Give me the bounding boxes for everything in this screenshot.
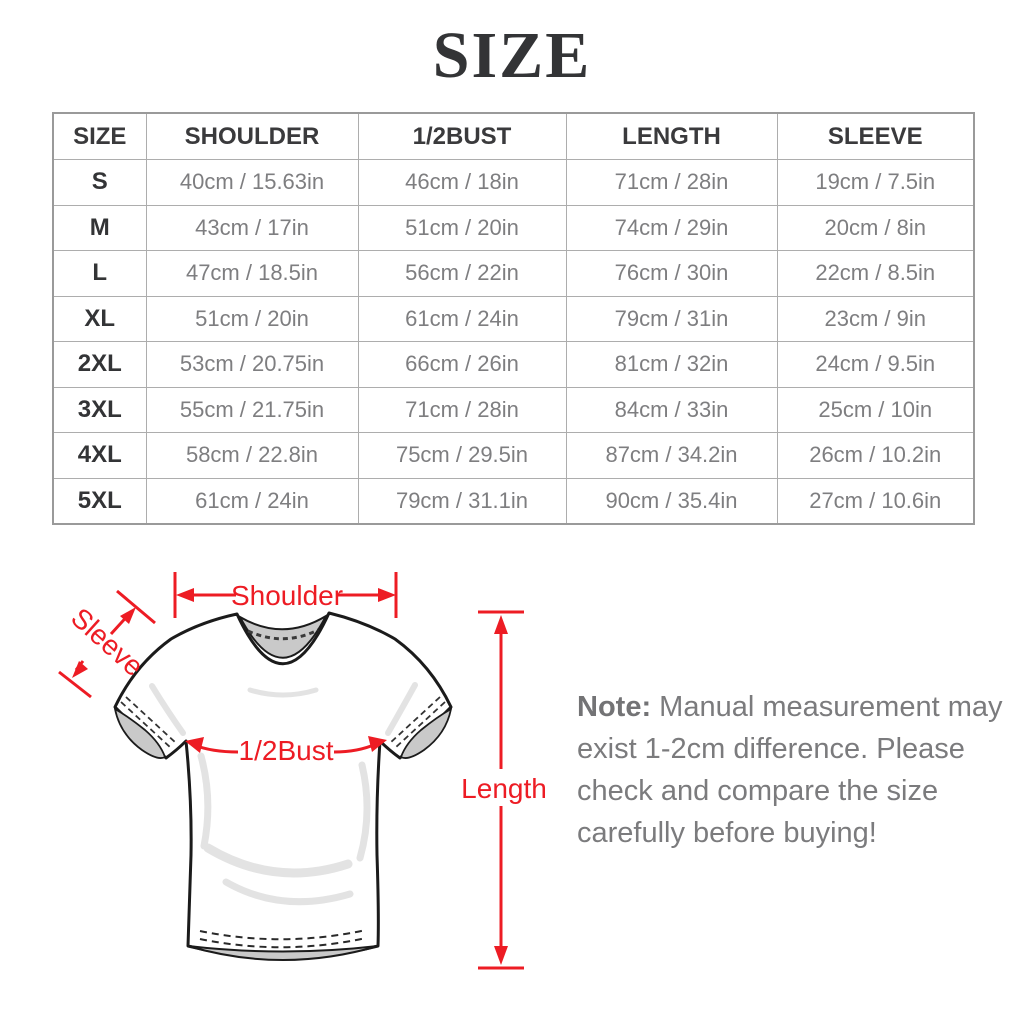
measurement-cell: 61cm / 24in [357, 295, 567, 342]
column-header: 1/2BUST [357, 112, 567, 160]
measurement-cell: 56cm / 22in [357, 250, 567, 297]
bust-annotation: 1/2Bust [185, 735, 387, 766]
column-header: SHOULDER [145, 112, 359, 160]
length-label: Length [461, 773, 547, 804]
left-cuff-stitch-1 [120, 701, 172, 749]
measurement-cell: 47cm / 18.5in [145, 250, 359, 297]
measurement-cell: 20cm / 8in [776, 204, 975, 251]
measurement-cell: 40cm / 15.63in [145, 159, 359, 206]
bottom-hem [187, 945, 379, 961]
size-chart-table: SIZE SHOULDER 1/2BUST LENGTH SLEEVE S 40cm / … [52, 112, 975, 525]
measurement-cell: 51cm / 20in [357, 204, 567, 251]
table-row: 4XL 58cm / 22.8in 75cm / 29.5in 87cm / 34.2… [52, 432, 975, 479]
measurement-cell: 53cm / 20.75in [145, 341, 359, 388]
note-line: carefully before buying! [577, 817, 877, 849]
measurement-cell: 25cm / 10in [776, 386, 975, 433]
page-title: SIZE [432, 19, 592, 92]
note-label: Note: [577, 691, 652, 723]
table-row: 2XL 53cm / 20.75in 66cm / 26in 81cm / 32in 2… [52, 341, 975, 388]
measurement-cell: 23cm / 9in [776, 295, 975, 342]
measurement-cell: 24cm / 9.5in [776, 341, 975, 388]
column-header: LENGTH [565, 112, 778, 160]
measurement-cell: 71cm / 28in [565, 159, 778, 206]
measurement-cell: 27cm / 10.6in [776, 477, 975, 525]
column-header: SLEEVE [776, 112, 975, 160]
right-cuff-stitch-2 [389, 696, 441, 744]
measurement-cell: 76cm / 30in [565, 250, 778, 297]
size-label-cell: M [52, 204, 147, 251]
measurement-cell: 79cm / 31.1in [357, 477, 567, 525]
shoulder-annotation: Shoulder [173, 572, 398, 618]
size-label-cell: 2XL [52, 341, 147, 388]
measurement-cell: 55cm / 21.75in [145, 386, 359, 433]
table-row: L 47cm / 18.5in 56cm / 22in 76cm / 30in 22cm… [52, 250, 975, 297]
note-line-text: Manual measurement may [659, 691, 1003, 723]
measurement-cell: 79cm / 31in [565, 295, 778, 342]
measurement-cell: 61cm / 24in [145, 477, 359, 525]
size-label-cell: L [52, 250, 147, 297]
measurement-cell: 26cm / 10.2in [776, 432, 975, 479]
hem-stitch-2 [199, 937, 367, 949]
fabric-wrinkles [149, 682, 418, 906]
measurement-cell: 87cm / 34.2in [565, 432, 778, 479]
measurement-cell: 75cm / 29.5in [357, 432, 567, 479]
note-line: Note: Manual measurement may [577, 686, 1003, 728]
measurement-cell: 74cm / 29in [565, 204, 778, 251]
measurement-cell: 90cm / 35.4in [565, 477, 778, 525]
measurement-cell: 43cm / 17in [145, 204, 359, 251]
right-cuff-stitch-1 [394, 701, 446, 749]
table-row: M 43cm / 17in 51cm / 20in 74cm / 29in 20cm /… [52, 204, 975, 251]
measurement-cell: 81cm / 32in [565, 341, 778, 388]
bust-label: 1/2Bust [239, 735, 334, 766]
size-label-cell: S [52, 159, 147, 206]
tshirt-illustration [113, 611, 453, 961]
measurement-cell: 19cm / 7.5in [776, 159, 975, 206]
table-row: XL 51cm / 20in 61cm / 24in 79cm / 31in 23cm … [52, 295, 975, 342]
measurement-cell: 46cm / 18in [357, 159, 567, 206]
left-cuff-stitch-2 [125, 696, 177, 744]
measurement-cell: 66cm / 26in [357, 341, 567, 388]
column-header: SIZE [52, 112, 147, 160]
collar-inner [237, 613, 329, 659]
right-cuff [399, 707, 453, 759]
size-label-cell: 3XL [52, 386, 147, 433]
measurement-cell: 58cm / 22.8in [145, 432, 359, 479]
table-row: S 40cm / 15.63in 46cm / 18in 71cm / 28in 19c… [52, 159, 975, 206]
size-label-cell: 4XL [52, 432, 147, 479]
table-row: 5XL 61cm / 24in 79cm / 31.1in 90cm / 35.4in… [52, 477, 975, 525]
tshirt-body [113, 611, 453, 959]
left-cuff [113, 707, 167, 759]
measurement-cell: 51cm / 20in [145, 295, 359, 342]
collar-stitch [247, 628, 319, 641]
size-label-cell: XL [52, 295, 147, 342]
table-header-row: SIZE SHOULDER 1/2BUST LENGTH SLEEVE [52, 112, 975, 160]
size-label-cell: 5XL [52, 477, 147, 525]
shoulder-label: Shoulder [231, 580, 343, 611]
table-row: 3XL 55cm / 21.75in 71cm / 28in 84cm / 33in 2… [52, 386, 975, 433]
measurement-cell: 71cm / 28in [357, 386, 567, 433]
note-line: check and compare the size [577, 775, 939, 807]
tshirt-measurement-diagram: Shoulder Sleeve 1/2Bust Length [58, 572, 547, 970]
note-text: Note: Manual measurement may exist 1-2cm… [577, 686, 1003, 854]
hem-stitch-1 [199, 929, 367, 941]
measurement-cell: 84cm / 33in [565, 386, 778, 433]
length-annotation: Length [461, 610, 547, 970]
note-line: exist 1-2cm difference. Please [577, 733, 965, 765]
measurement-cell: 22cm / 8.5in [776, 250, 975, 297]
